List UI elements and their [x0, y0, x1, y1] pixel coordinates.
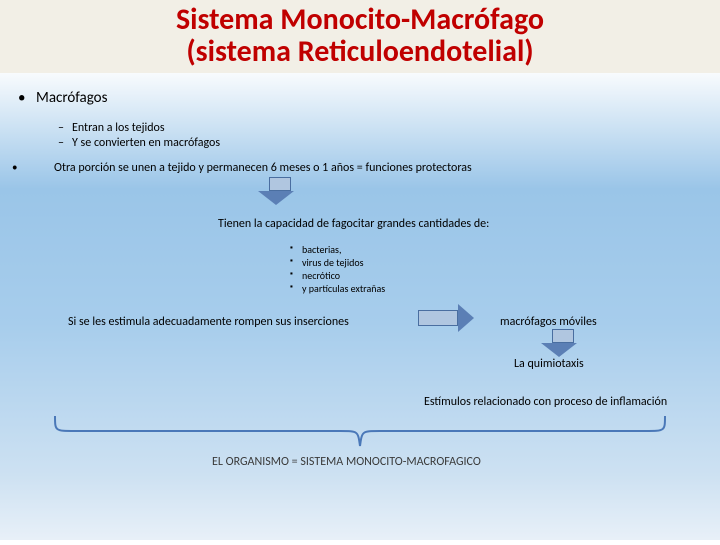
- label-estimula: Si se les estimula adecuadamente rompen …: [68, 315, 349, 329]
- label-otra: Otra porción se unen a tejido y permanec…: [54, 161, 472, 175]
- bullet-item-1: bacterias,: [302, 243, 341, 256]
- bullet-macrofagos-outer: •: [18, 89, 25, 107]
- slide-title-line1: Sistema Monocito-Macrófago: [0, 4, 720, 36]
- label-organismo: EL ORGANISMO = SISTEMA MONOCITO-MACROFAG…: [212, 455, 481, 469]
- label-entran: Entran a los tejidos: [72, 121, 165, 135]
- arrow-down-2: [548, 329, 577, 357]
- title-bar: Sistema Monocito-Macrófago (sistema Reti…: [0, 0, 720, 73]
- bullet-item-3: necrótico: [302, 269, 340, 282]
- slide-content: • Macrófagos Entran a los tejidos Y se c…: [0, 73, 720, 545]
- label-moviles: macrófagos móviles: [500, 315, 597, 329]
- label-quimiotaxis: La quimiotaxis: [514, 357, 584, 371]
- bullet-item-4: y partículas extrañas: [302, 282, 385, 295]
- label-macrofagos: Macrófagos: [36, 89, 107, 107]
- arrow-right-1: [418, 310, 474, 332]
- label-estimulos: Estímulos relacionado con proceso de inf…: [424, 395, 667, 409]
- slide-title-line2: (sistema Reticuloendotelial): [0, 36, 720, 68]
- bullet-item-2: virus de tejidos: [302, 256, 364, 269]
- label-tienen: Tienen la capacidad de fagocitar grandes…: [218, 217, 489, 231]
- arrow-down-1: [265, 177, 294, 205]
- bullet-otra-outer: •: [12, 161, 17, 174]
- brace-bottom: [50, 411, 670, 451]
- label-convierten: Y se convierten en macrófagos: [72, 136, 220, 150]
